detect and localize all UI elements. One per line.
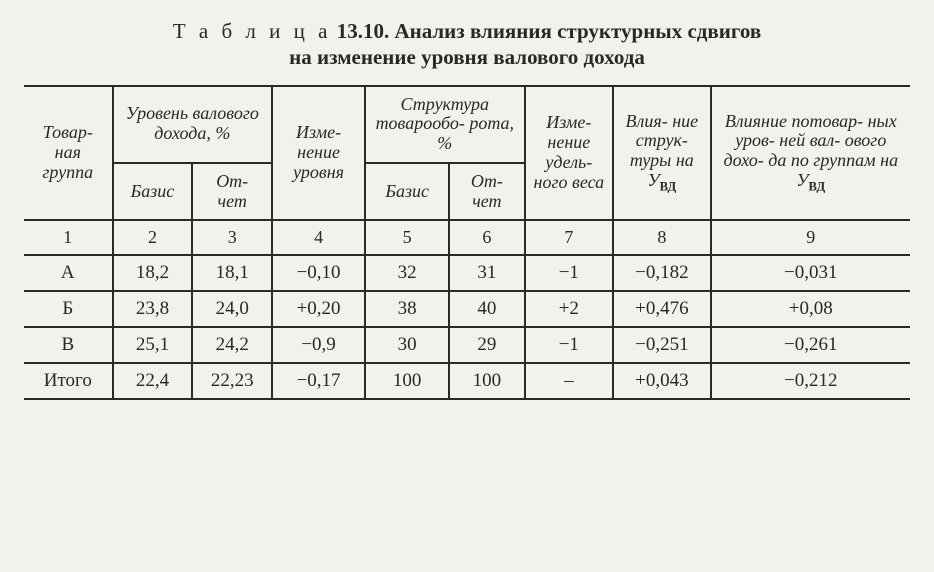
cell: +0,20 xyxy=(272,291,365,327)
caption-line2: на изменение уровня валового дохода xyxy=(289,45,645,69)
colnum-cell: 2 xyxy=(113,220,193,255)
uvd-symbol: УВД xyxy=(796,170,825,190)
row-label: А xyxy=(24,255,113,291)
cell: 24,2 xyxy=(192,327,272,363)
cell: −0,10 xyxy=(272,255,365,291)
table-head: Товар- ная группа Уровень валового доход… xyxy=(24,86,910,221)
cell: −1 xyxy=(525,327,614,363)
cell: +2 xyxy=(525,291,614,327)
column-number-row: 1 2 3 4 5 6 7 8 9 xyxy=(24,220,910,255)
col-header-struct: Структура товарообо- рота, % xyxy=(365,86,524,163)
uvd-sub: ВД xyxy=(809,180,826,194)
col-header-group: Товар- ная группа xyxy=(24,86,113,221)
cell: 22,23 xyxy=(192,363,272,399)
cell: +0,476 xyxy=(613,291,710,327)
cell: −0,212 xyxy=(711,363,910,399)
cell: −0,251 xyxy=(613,327,710,363)
col-header-weight: Изме- нение удель- ного веса xyxy=(525,86,614,221)
table-row: А 18,2 18,1 −0,10 32 31 −1 −0,182 −0,031 xyxy=(24,255,910,291)
colnum-cell: 3 xyxy=(192,220,272,255)
col-header-infl-struct: Влия- ние струк- туры на УВД xyxy=(613,86,710,221)
table-row: В 25,1 24,2 −0,9 30 29 −1 −0,251 −0,261 xyxy=(24,327,910,363)
cell: 23,8 xyxy=(113,291,193,327)
cell: −0,031 xyxy=(711,255,910,291)
cell: 100 xyxy=(365,363,449,399)
cell: −1 xyxy=(525,255,614,291)
cell: 18,1 xyxy=(192,255,272,291)
col9-text: Влияние потовар- ных уров- ней вал- овог… xyxy=(724,111,899,171)
colnum-cell: 5 xyxy=(365,220,449,255)
cell: 100 xyxy=(449,363,524,399)
sub-header-report1: От- чет xyxy=(192,163,272,221)
colnum-cell: 7 xyxy=(525,220,614,255)
table-row: Б 23,8 24,0 +0,20 38 40 +2 +0,476 +0,08 xyxy=(24,291,910,327)
total-row: Итого 22,4 22,23 −0,17 100 100 – +0,043 … xyxy=(24,363,910,399)
uvd-symbol: УВД xyxy=(647,170,676,190)
colnum-cell: 9 xyxy=(711,220,910,255)
colnum-cell: 6 xyxy=(449,220,524,255)
caption-prefix: Т а б л и ц а xyxy=(173,19,332,43)
colnum-cell: 8 xyxy=(613,220,710,255)
cell: 29 xyxy=(449,327,524,363)
cell: −0,17 xyxy=(272,363,365,399)
cell: −0,9 xyxy=(272,327,365,363)
cell: 40 xyxy=(449,291,524,327)
uvd-sub: ВД xyxy=(660,180,677,194)
col8-text: Влия- ние струк- туры на xyxy=(626,111,699,171)
cell: 32 xyxy=(365,255,449,291)
cell: 24,0 xyxy=(192,291,272,327)
cell: 18,2 xyxy=(113,255,193,291)
row-label: Б xyxy=(24,291,113,327)
page-root: Т а б л и ц а 13.10. Анализ влияния стру… xyxy=(0,0,934,420)
sub-header-report2: От- чет xyxy=(449,163,524,221)
table-body: 1 2 3 4 5 6 7 8 9 А 18,2 18,1 −0,10 32 3… xyxy=(24,220,910,398)
table-caption: Т а б л и ц а 13.10. Анализ влияния стру… xyxy=(24,18,910,71)
cell: – xyxy=(525,363,614,399)
cell: 30 xyxy=(365,327,449,363)
colnum-cell: 4 xyxy=(272,220,365,255)
col-header-level: Уровень валового дохода, % xyxy=(113,86,272,163)
caption-number: 13.10. xyxy=(337,19,390,43)
cell: −0,261 xyxy=(711,327,910,363)
cell: 38 xyxy=(365,291,449,327)
cell: +0,08 xyxy=(711,291,910,327)
cell: 31 xyxy=(449,255,524,291)
row-label: В xyxy=(24,327,113,363)
cell: 25,1 xyxy=(113,327,193,363)
caption-line1: Анализ влияния структурных сдвигов xyxy=(394,19,761,43)
cell: −0,182 xyxy=(613,255,710,291)
total-label: Итого xyxy=(24,363,113,399)
sub-header-basis1: Базис xyxy=(113,163,193,221)
uvd-main: У xyxy=(796,170,808,190)
col-header-infl-groups: Влияние потовар- ных уров- ней вал- овог… xyxy=(711,86,910,221)
data-table: Товар- ная группа Уровень валового доход… xyxy=(24,85,910,400)
uvd-main: У xyxy=(647,170,659,190)
cell: +0,043 xyxy=(613,363,710,399)
col-header-change: Изме- нение уровня xyxy=(272,86,365,221)
colnum-cell: 1 xyxy=(24,220,113,255)
cell: 22,4 xyxy=(113,363,193,399)
sub-header-basis2: Базис xyxy=(365,163,449,221)
